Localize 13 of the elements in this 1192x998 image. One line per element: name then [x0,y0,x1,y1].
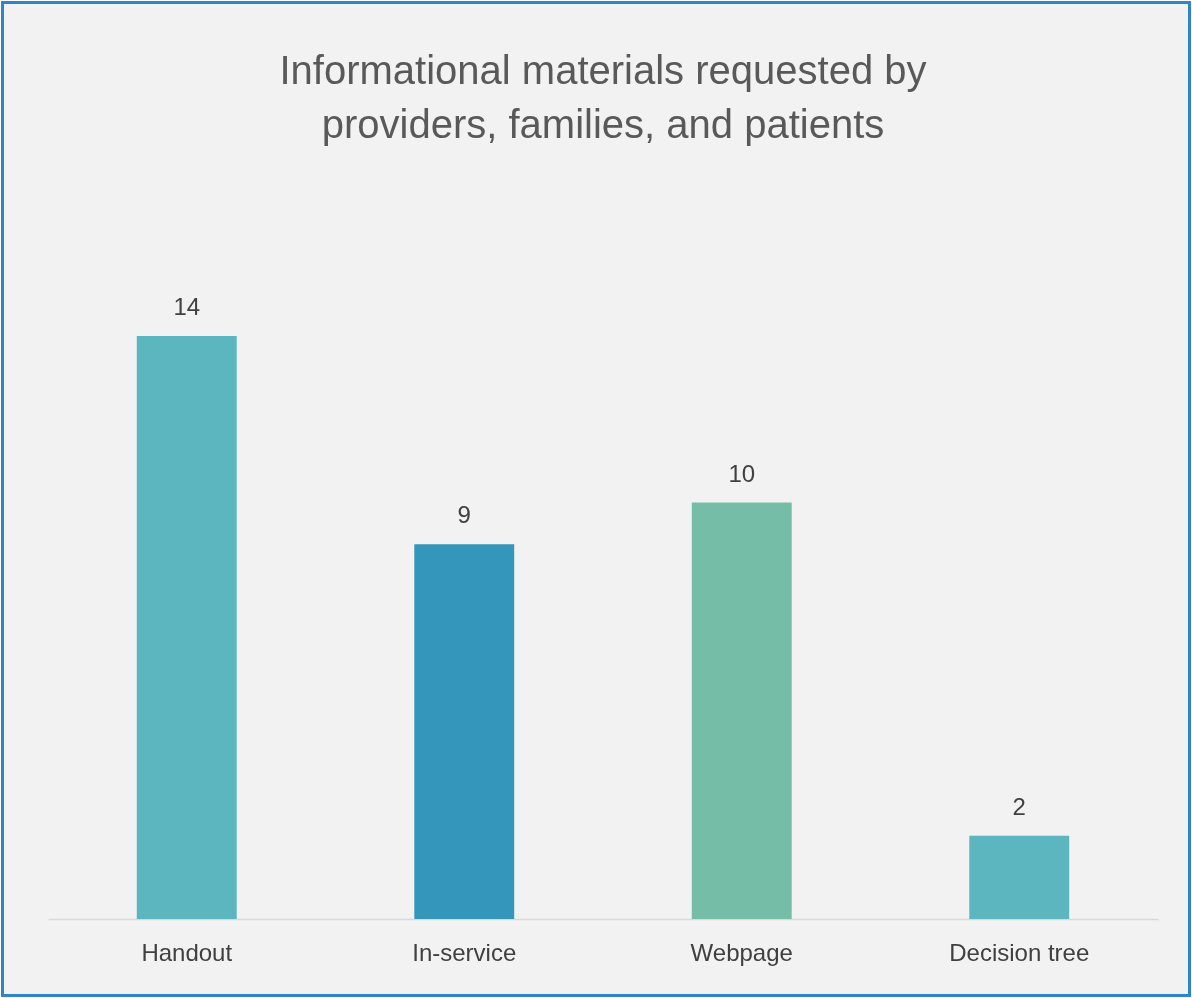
x-tick-label: Decision tree [949,938,1090,966]
bar [136,336,237,919]
bar [691,502,792,919]
chart-title: Informational materials requested by providers, families, and patients [279,48,927,146]
data-label: 2 [1012,792,1026,820]
x-tick-label: Webpage [690,938,793,966]
bar [414,544,515,919]
data-label: 10 [728,459,756,487]
data-label: 9 [457,501,471,529]
bar [969,835,1070,919]
data-label: 14 [173,293,201,320]
x-tick-label: Handout [141,938,233,966]
x-tick-label: In-service [412,938,517,966]
